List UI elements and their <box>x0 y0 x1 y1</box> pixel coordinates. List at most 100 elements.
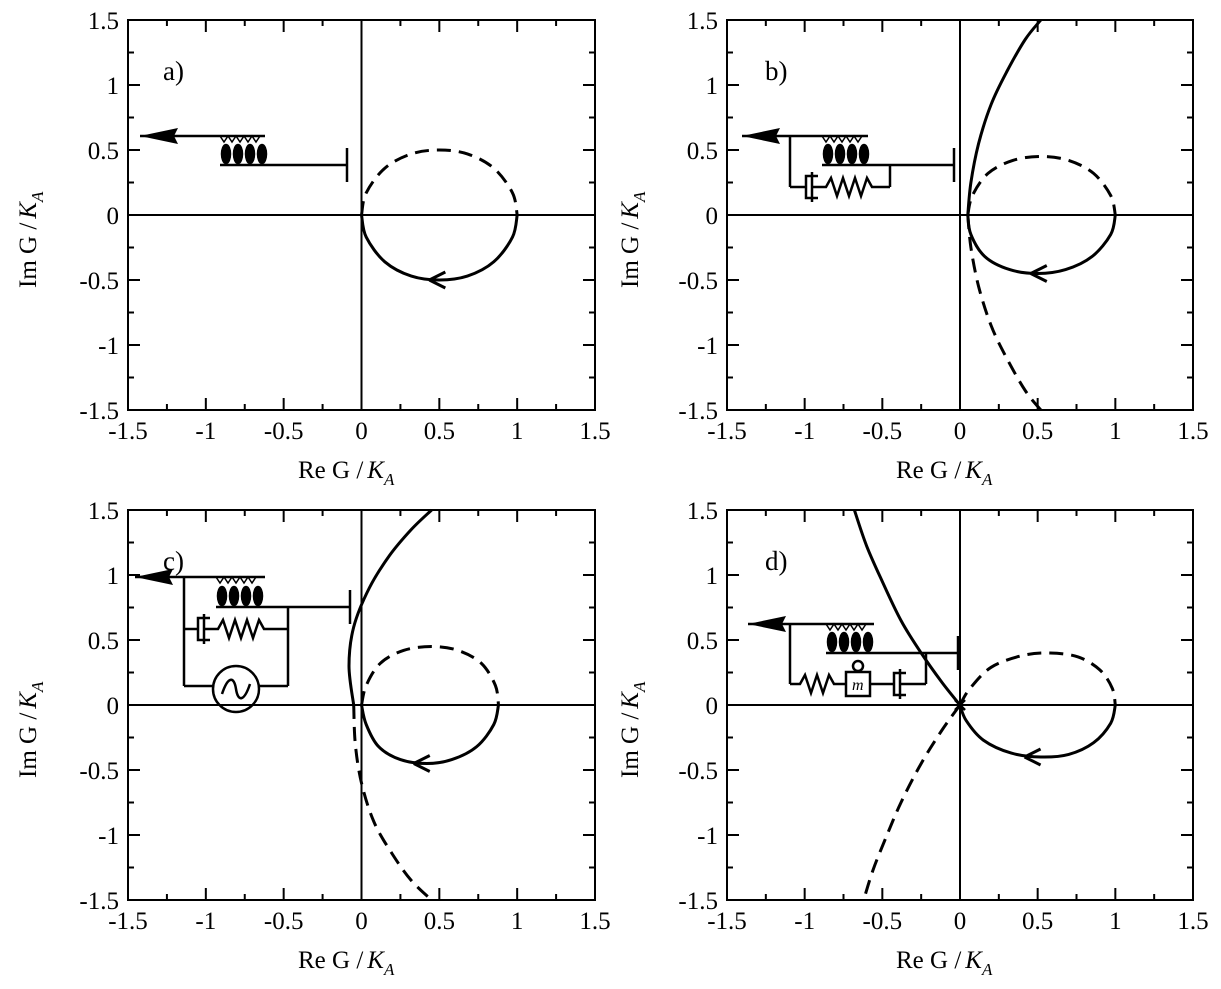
y-tick-label-c: 0.5 <box>88 628 119 655</box>
origin-cross-d <box>954 699 966 711</box>
chart-a: -1.5 -1 -0.5 0 0.5 1 1.5 -1.5 -1 -0.5 0 0.5 1 1.5 <box>79 8 610 445</box>
y-tick-label-d: -0.5 <box>678 758 718 785</box>
series-d-2-solid <box>852 509 962 706</box>
x-tick-label-d: 1.5 <box>1177 908 1208 935</box>
direction-arrow-d <box>1023 747 1042 767</box>
x-tick-label-a: 0 <box>355 418 368 445</box>
x-axis-title-d: Re G / KA <box>896 947 993 979</box>
x-tick-label-b: 0 <box>954 418 967 445</box>
y-axis-title-b: Im G /KA <box>617 191 649 288</box>
x-tick-label-a: -0.5 <box>264 418 304 445</box>
chart-d: -1.5 -1 -0.5 0 0.5 1 1.5 -1.5 -1 -0.5 0 0.5 1 1.5 <box>678 498 1208 935</box>
y-tick-label-c: 1.5 <box>88 498 119 525</box>
x-tick-label-c: 0.5 <box>424 908 455 935</box>
inset-mass-label: m <box>852 677 864 694</box>
y-tick-label-c: 1 <box>107 563 120 590</box>
series-b-0-solid <box>966 214 1117 276</box>
panel-b: b) Re G / KA Im G /KA <box>617 56 993 489</box>
y-tick-label-b: 0.5 <box>687 138 718 165</box>
y-tick-label-a: -1.5 <box>79 398 119 425</box>
x-tick-label-b: -1 <box>794 418 815 445</box>
y-tick-label-a: -0.5 <box>79 268 119 295</box>
x-tick-label-c: 0 <box>355 908 368 935</box>
series-d-1-dashed <box>958 651 1117 706</box>
direction-arrow-b <box>1030 264 1048 283</box>
y-tick-label-a: 0.5 <box>88 138 119 165</box>
panel-label-b: b) <box>765 56 788 86</box>
y-axis-title-a: Im G /KA <box>15 191 47 288</box>
y-tick-label-d: -1 <box>697 823 718 850</box>
x-tick-label-b: 1 <box>1109 418 1122 445</box>
inset-schematic-c <box>135 569 352 714</box>
x-tick-label-b: 0.5 <box>1022 418 1053 445</box>
x-tick-label-c: -1.5 <box>108 908 148 935</box>
x-tick-label-b: 1.5 <box>1177 418 1208 445</box>
x-axis-title-b: Re G / KA <box>896 457 993 489</box>
x-tick-label-d: -1 <box>794 908 815 935</box>
chart-b: -1.5 -1 -0.5 0 0.5 1 1.5 -1.5 -1 -0.5 0 0.5 1 1.5 <box>678 8 1208 445</box>
series-d-3-dashed <box>862 704 962 901</box>
x-tick-label-b: -0.5 <box>863 418 903 445</box>
plot-layer: -1.5 -1 -0.5 0 0.5 1 1.5-1.5-1-0.500.511.5-1.5… <box>79 8 1208 935</box>
series-b-2-solid <box>966 19 1042 216</box>
panel-label-c: c) <box>163 546 184 576</box>
x-tick-label-b: -1.5 <box>707 418 747 445</box>
x-tick-label-a: -1.5 <box>108 418 148 445</box>
x-tick-label-c: -0.5 <box>264 908 304 935</box>
y-tick-label-b: 0 <box>706 203 719 230</box>
y-tick-label-b: -1 <box>697 333 718 360</box>
series-a-0-solid <box>360 214 519 282</box>
series-b-3-dashed <box>966 214 1042 411</box>
y-tick-label-b: 1.5 <box>687 8 718 35</box>
panel-label-a: a) <box>163 56 184 86</box>
x-tick-label-d: 1 <box>1109 908 1122 935</box>
x-tick-label-d: -0.5 <box>863 908 903 935</box>
x-tick-label-d: 0.5 <box>1022 908 1053 935</box>
x-tick-label-d: 0 <box>954 908 967 935</box>
direction-arrow-a <box>428 270 447 290</box>
series-d-0-solid <box>958 704 1117 759</box>
x-tick-label-d: -1.5 <box>707 908 747 935</box>
y-tick-label-c: -1.5 <box>79 888 119 915</box>
series-c-2-solid <box>347 508 433 706</box>
chart-c: -1.5 -1 -0.5 0 0.5 1 1.5 -1.5 -1 -0.5 0 0.5 1 1.5 <box>79 498 610 935</box>
x-axis-title-c: Re G / KA <box>298 947 395 979</box>
x-tick-label-c: 1.5 <box>579 908 610 935</box>
panel-d: d) Re G / KA Im G /KA <box>617 546 993 979</box>
x-tick-label-a: 1 <box>511 418 524 445</box>
panel-label-d: d) <box>765 546 788 576</box>
y-tick-label-d: 0 <box>706 693 719 720</box>
y-tick-label-b: 1 <box>706 73 719 100</box>
x-tick-label-c: 1 <box>511 908 524 935</box>
panel-c: c) Re G / KA Im G /KA <box>15 546 395 979</box>
x-tick-label-a: 1.5 <box>579 418 610 445</box>
y-axis-title-c: Im G /KA <box>15 681 47 778</box>
y-tick-label-a: 0 <box>107 203 120 230</box>
inset-schematic-d: m <box>748 616 960 699</box>
x-tick-label-a: -1 <box>195 418 216 445</box>
series-c-1-dashed <box>360 644 500 706</box>
y-tick-label-b: -0.5 <box>678 268 718 295</box>
y-tick-label-d: 1.5 <box>687 498 718 525</box>
y-axis-title-d: Im G /KA <box>617 681 649 778</box>
y-tick-label-d: -1.5 <box>678 888 718 915</box>
x-tick-label-a: 0.5 <box>424 418 455 445</box>
series-c-0-solid <box>360 704 500 766</box>
series-a-1-dashed <box>360 148 519 216</box>
y-tick-label-d: 1 <box>706 563 719 590</box>
y-tick-label-c: -1 <box>98 823 119 850</box>
y-tick-label-c: 0 <box>107 693 120 720</box>
y-tick-label-a: 1.5 <box>88 8 119 35</box>
y-tick-label-a: -1 <box>98 333 119 360</box>
series-b-1-dashed <box>966 154 1117 216</box>
y-tick-label-d: 0.5 <box>687 628 718 655</box>
x-axis-title-a: Re G / KA <box>298 457 395 489</box>
direction-arrow-c <box>413 754 431 773</box>
inset-schematic-b <box>742 128 956 202</box>
inset-schematic-a <box>140 128 349 182</box>
y-tick-label-a: 1 <box>107 73 120 100</box>
y-tick-label-c: -0.5 <box>79 758 119 785</box>
x-tick-label-c: -1 <box>195 908 216 935</box>
panel-a: a) Re G / KA Im G /KA <box>15 56 395 489</box>
